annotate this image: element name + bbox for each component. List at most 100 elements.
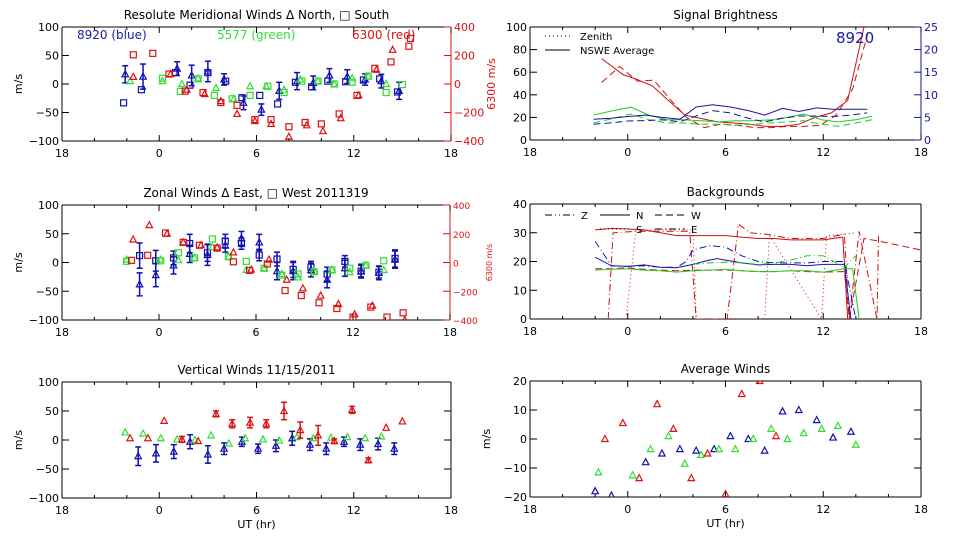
data-point-square xyxy=(256,91,264,100)
data-point-triangle xyxy=(313,430,323,439)
y-tick-label: 0 xyxy=(52,257,59,270)
y-right-tick-label: 15 xyxy=(924,66,938,79)
plot-area xyxy=(122,220,408,320)
data-point-square xyxy=(310,268,318,276)
data-point-square xyxy=(229,258,237,266)
data-point-triangle xyxy=(133,451,143,460)
data-point-triangle xyxy=(264,254,274,263)
data-point-triangle xyxy=(274,435,284,444)
data-point-triangle xyxy=(187,70,196,79)
data-point-triangle xyxy=(158,76,167,85)
data-point-square xyxy=(123,257,131,265)
data-point-square xyxy=(246,91,254,100)
data-point-triangle xyxy=(203,449,213,458)
data-point-triangle xyxy=(364,455,373,464)
y-tick-label: −10 xyxy=(504,462,527,475)
x-tick-label: 6 xyxy=(253,326,260,339)
x-axis-label: UT (hr) xyxy=(237,518,275,531)
y-right-axis-label: 6300 m/s xyxy=(485,244,494,282)
data-point-triangle xyxy=(128,234,138,243)
data-point-triangle xyxy=(213,242,222,251)
data-point-square xyxy=(161,229,170,237)
y-right-axis-label: 6300 m/s xyxy=(485,58,498,110)
data-point-square xyxy=(362,261,370,269)
data-point-triangle xyxy=(334,299,343,308)
data-point-square xyxy=(264,82,272,90)
plot-area xyxy=(594,223,921,319)
data-point-triangle xyxy=(193,73,203,82)
data-point-square xyxy=(281,286,289,295)
data-point-triangle xyxy=(766,424,776,432)
data-point-triangle xyxy=(691,445,701,454)
data-point-triangle xyxy=(731,444,740,453)
y-right-tick-label: 5 xyxy=(924,111,931,124)
data-point-triangle xyxy=(245,81,255,90)
series-line-8920-nswe xyxy=(593,104,868,120)
data-point-square xyxy=(190,254,199,262)
y-tick-label: 40 xyxy=(513,198,527,211)
legend-label: E xyxy=(691,225,697,236)
legend-label: Zenith xyxy=(580,32,612,43)
y-tick-label: 100 xyxy=(506,21,527,34)
y-tick-label: −50 xyxy=(36,463,59,476)
data-point-triangle xyxy=(277,269,287,278)
data-point-triangle xyxy=(377,431,386,440)
data-point-square xyxy=(157,257,165,265)
data-point-triangle xyxy=(634,473,644,482)
data-point-square xyxy=(195,241,204,249)
data-point-square xyxy=(359,76,368,84)
y-right-tick-label: 10 xyxy=(924,89,938,102)
data-point-triangle xyxy=(279,406,289,415)
x-tick-label: 18 xyxy=(55,147,69,160)
data-point-square xyxy=(174,249,182,257)
data-point-triangle xyxy=(135,279,144,288)
data-point-square xyxy=(405,42,413,50)
y-tick-label: 50 xyxy=(45,228,59,241)
plot-area xyxy=(593,27,873,129)
x-tick-label: 0 xyxy=(624,325,631,338)
y-tick-label: 0 xyxy=(520,134,527,147)
chart-title: Signal Brightness xyxy=(673,8,778,22)
chart-title: Vertical Winds 11/15/2011 xyxy=(177,363,335,377)
plot-area xyxy=(121,401,407,467)
data-point-triangle xyxy=(219,443,229,452)
data-point-square xyxy=(348,78,356,86)
data-point-triangle xyxy=(833,421,843,430)
legend-label: S xyxy=(636,225,642,236)
data-point-triangle xyxy=(159,416,169,424)
data-point-triangle xyxy=(121,427,130,436)
y-right-tick-label: 400 xyxy=(453,202,470,212)
data-point-triangle xyxy=(174,255,183,264)
data-point-triangle xyxy=(783,434,792,443)
y-tick-label: 60 xyxy=(513,66,527,79)
y-tick-label: 100 xyxy=(38,376,59,389)
data-point-square xyxy=(382,88,390,97)
data-point-triangle xyxy=(177,434,187,443)
data-point-triangle xyxy=(675,444,685,453)
x-tick-label: 18 xyxy=(55,504,69,517)
y-right-tick-label: 200 xyxy=(453,231,470,241)
x-tick-label: 12 xyxy=(346,326,360,339)
data-point-triangle xyxy=(326,432,336,441)
data-point-square xyxy=(237,239,246,248)
y-tick-label: 30 xyxy=(513,227,527,240)
chart-title: Resolute Meridional Winds Δ North, □ Sou… xyxy=(124,8,390,22)
plot-area xyxy=(119,34,415,140)
legend-label: W xyxy=(691,211,701,222)
y-axis-label: m/s xyxy=(12,430,25,450)
data-point-square xyxy=(333,304,341,313)
data-point-triangle xyxy=(216,96,226,105)
y-axis-label: m/s xyxy=(480,429,493,449)
data-point-square xyxy=(149,49,157,57)
y-tick-label: 10 xyxy=(513,404,527,417)
data-point-triangle xyxy=(714,444,724,453)
legend-label: NSWE Average xyxy=(580,46,654,57)
data-point-triangle xyxy=(211,409,221,417)
y-axis-label: m/s xyxy=(12,74,25,94)
data-point-square xyxy=(371,64,379,72)
data-point-triangle xyxy=(381,79,391,88)
x-tick-label: 12 xyxy=(816,146,830,159)
data-point-triangle xyxy=(778,406,787,415)
data-point-triangle xyxy=(227,418,237,427)
